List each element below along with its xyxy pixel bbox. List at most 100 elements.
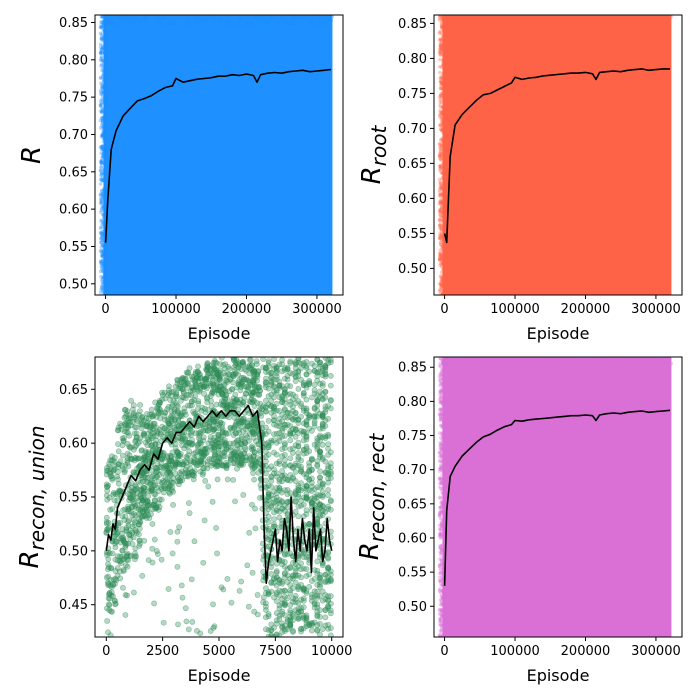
panel-r-recon-union-scatter-point	[178, 582, 185, 589]
panel-r-root-scatter-point	[440, 257, 444, 262]
panel-r-scatter-point	[309, 20, 314, 25]
panel-r-recon-union-scatter-point	[308, 594, 315, 601]
panel-r-recon-rect-scatter-point	[442, 366, 446, 371]
panel-r-recon-union-scatter-point	[117, 458, 124, 465]
panel-r-scatter-point	[99, 285, 104, 290]
panel-r-scatter-point	[318, 20, 322, 25]
panel-r-recon-rect-scatter-point	[438, 464, 443, 468]
panel-r-recon-rect-scatter-point	[437, 431, 442, 435]
panel-r-recon-union-scatter-point	[327, 506, 334, 513]
panel-r-recon-rect-scatter-point	[439, 407, 444, 412]
panel-r-scatter-point	[292, 17, 296, 21]
panel-r-scatter-point	[101, 205, 106, 209]
panel-r-scatter-point	[103, 152, 108, 157]
panel-r-scatter-point	[211, 17, 216, 21]
panel-r-recon-rect-scatter-point	[442, 363, 446, 368]
panel-r-recon-union-scatter-point	[311, 418, 318, 425]
panel-r-scatter-point	[104, 269, 108, 274]
panel-r-root-scatter-point	[652, 19, 657, 24]
panel-r-recon-rect-scatter-point	[439, 556, 443, 561]
panel-r-recon-rect-scatter-point	[439, 381, 444, 385]
panel-r-scatter-point	[101, 115, 105, 119]
panel-r-recon-union-scatter-point	[207, 370, 214, 377]
panel-r-scatter-point	[244, 20, 248, 25]
panel-r-recon-union-scatter-point	[189, 398, 195, 405]
panel-r-scatter-point	[102, 234, 106, 238]
panel-r-recon-rect-scatter-point	[443, 389, 447, 393]
panel-r-scatter-point	[100, 15, 105, 19]
panel-r-root-scatter-point	[442, 281, 447, 286]
panel-r-recon-union-scatter-point	[271, 555, 277, 562]
panel-r-root-scatter-point	[437, 154, 442, 159]
panel-r-recon-union-scatter-point	[128, 480, 135, 487]
panel-r-root-scatter-point	[461, 20, 466, 25]
panel-r-recon-rect-scatter-point	[439, 601, 443, 606]
panel-r-recon-union-scatter-point	[298, 376, 304, 383]
panel-r-recon-rect-scatter-point	[438, 444, 443, 448]
panel-r-recon-rect-scatter-point	[440, 507, 444, 511]
panel-r-root-scatter-point	[438, 16, 442, 20]
panel-r-scatter-point	[101, 98, 106, 102]
panel-r-scatter-point	[99, 259, 103, 264]
panel-r-root-scatter-point	[442, 110, 446, 115]
panel-r-root-scatter-point	[440, 257, 444, 261]
panel-r-scatter-point	[101, 126, 106, 131]
panel-r-root-xticks: 0 100000 200000 300000	[440, 295, 681, 317]
panel-r-recon-union-scatter-point	[303, 573, 310, 579]
panel-r-recon-rect-scatter-point	[441, 419, 446, 424]
panel-r-scatter-point	[100, 100, 105, 105]
panel-r-root-scatter-point	[641, 22, 645, 26]
panel-r-recon-union-scatter-point	[292, 498, 299, 505]
panel-r-root-scatter-point	[483, 18, 487, 23]
panel-r-scatter-point	[102, 162, 107, 166]
panel-r-root-scatter-point	[443, 107, 447, 112]
panel-r-root-scatter-point	[441, 211, 446, 215]
panel-r-root-scatter-point	[438, 79, 443, 84]
panel-r-scatter-point	[308, 18, 313, 22]
panel-r-scatter-point	[98, 230, 103, 235]
panel-r-recon-union-scatter-point	[317, 511, 323, 518]
panel-r-recon-union-scatter-point	[276, 423, 283, 430]
panel-r-root-scatter-point	[455, 20, 460, 25]
panel-r-recon-union-scatter-point	[314, 609, 321, 615]
panel-r-recon-union-scatter-point	[287, 477, 294, 484]
panel-r-recon-rect-scatter-point	[439, 579, 443, 583]
panel-r-scatter-point	[103, 18, 107, 23]
panel-r-scatter-point	[212, 19, 216, 23]
panel-r-recon-union-scatter-point	[142, 468, 149, 475]
panel-r-root-scatter-point	[438, 76, 443, 81]
panel-r-recon-union-scatter-point	[209, 413, 216, 420]
panel-r-scatter-point	[275, 19, 280, 24]
panel-r-scatter-point	[100, 238, 104, 243]
panel-r-root-scatter-point	[442, 52, 447, 56]
panel-r-recon-union-scatter-point	[131, 500, 137, 507]
panel-r-recon-union-scatter-point	[205, 483, 212, 490]
panel-r-recon-rect-scatter-point	[441, 589, 446, 594]
panel-r-root-scatter-point	[438, 287, 443, 291]
panel-r-root-scatter-point	[441, 193, 445, 197]
panel-r-root-scatter-point	[585, 20, 589, 24]
panel-r-scatter-point	[100, 15, 105, 20]
panel-r-recon-union-scatter-point	[281, 574, 288, 581]
panel-r-scatter-point	[324, 20, 329, 25]
panel-r-recon-rect-scatter-point	[440, 446, 445, 451]
panel-r-scatter-point	[102, 215, 106, 220]
panel-r-recon-union-scatter-point	[290, 617, 296, 624]
panel-r-root-scatter-point	[442, 105, 447, 109]
panel-r-scatter-point	[98, 75, 103, 80]
panel-r-root-scatter-point	[572, 22, 576, 27]
panel-r-recon-rect-scatter-point	[439, 413, 443, 417]
panel-r-recon-union-scatter-point	[162, 409, 169, 416]
panel-r-recon-union-scatter-point	[279, 473, 286, 480]
panel-r-scatter-point	[100, 189, 104, 194]
panel-r-root-scatter-point	[438, 97, 443, 102]
panel-r-recon-union-scatter-point	[303, 617, 310, 624]
panel-r-root-scatter-point	[439, 46, 444, 50]
panel-r-root-scatter-point	[438, 186, 443, 190]
panel-r-scatter-point	[114, 15, 119, 18]
panel-r-recon-rect-scatter-point	[439, 413, 443, 417]
panel-r-scatter-point	[104, 16, 108, 20]
panel-r-recon-union-scatter-point	[151, 600, 157, 607]
panel-r-recon-union-scatter-point	[322, 364, 329, 371]
panel-r-recon-union-scatter-point	[171, 463, 178, 470]
